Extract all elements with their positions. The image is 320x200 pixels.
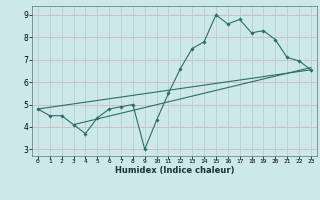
X-axis label: Humidex (Indice chaleur): Humidex (Indice chaleur) bbox=[115, 166, 234, 175]
